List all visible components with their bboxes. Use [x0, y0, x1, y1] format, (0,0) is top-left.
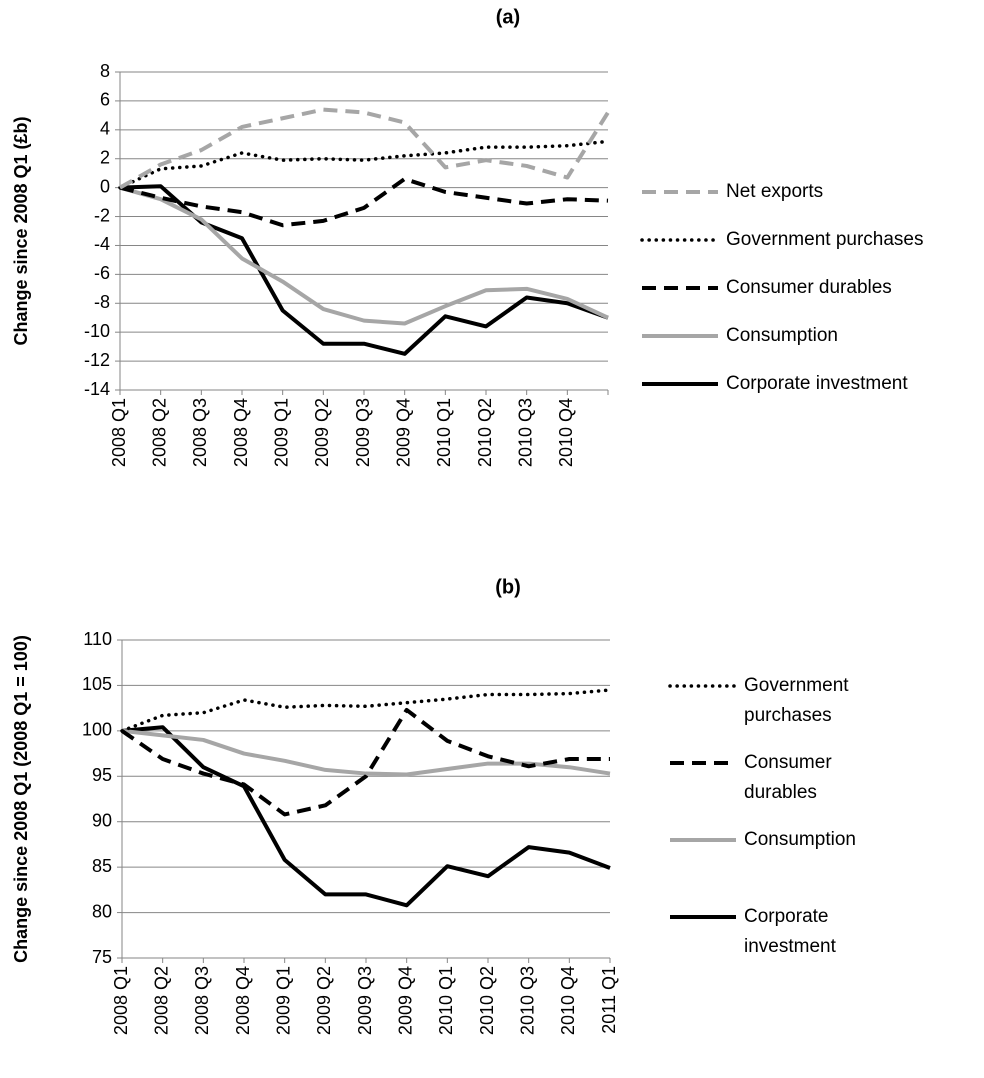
y-tick-label: 100 [82, 720, 112, 740]
x-tick-label: 2010 Q2 [475, 398, 495, 467]
y-tick-label: 75 [92, 947, 112, 967]
y-tick-label: 85 [92, 856, 112, 876]
legend-label: Consumption [744, 829, 856, 850]
series-line [119, 185, 609, 326]
y-tick-label: -8 [94, 292, 110, 312]
series-line [119, 107, 610, 190]
series-line [120, 707, 610, 817]
x-tick-label: 2009 Q2 [314, 966, 334, 1035]
y-tick-label: 110 [83, 629, 112, 649]
y-tick-label: -10 [84, 321, 110, 341]
series-line [119, 184, 609, 356]
legend-item: Consumption [640, 321, 980, 351]
y-tick-label: -4 [94, 234, 110, 254]
legend-label: Consumer durables [726, 277, 892, 298]
legend-label: Consumption [726, 325, 838, 346]
y-tick-label: -12 [84, 350, 110, 370]
y-tick-label: 95 [92, 765, 112, 785]
x-tick-label: 2010 Q2 [477, 966, 497, 1035]
legend-swatch [642, 334, 718, 338]
legend-swatch [642, 382, 718, 386]
legend-label: Government purchases [726, 229, 924, 250]
series-line [120, 688, 612, 733]
x-tick-label: 2010 Q1 [436, 966, 456, 1035]
x-tick-label: 2009 Q1 [273, 966, 293, 1035]
y-tick-label: 2 [100, 147, 110, 167]
legend-item: Government purchases [668, 671, 888, 731]
x-tick-label: 2010 Q3 [517, 966, 537, 1035]
y-tick-label: 8 [100, 61, 110, 81]
legend-swatch [640, 238, 720, 242]
legend-label: Corporate investment [744, 906, 836, 957]
y-axis-title: Change since 2008 Q1 (£b) [11, 116, 31, 345]
x-tick-label: 2009 Q1 [271, 398, 291, 467]
panel: (b) Change since 2008 Q1 (2008 Q1 = 100) 7… [11, 576, 619, 1035]
legend-item: Consumer durables [668, 748, 888, 808]
legend-swatch [668, 684, 738, 688]
series-line [121, 725, 611, 908]
legend-item: Net exports [640, 177, 980, 207]
y-tick-label: 90 [92, 810, 112, 830]
x-tick-label: 2009 Q3 [353, 398, 373, 467]
series-line [121, 728, 611, 777]
legend-swatch [642, 286, 718, 290]
y-tick-label: 105 [82, 674, 112, 694]
y-tick-label: 4 [100, 119, 110, 139]
x-tick-label: 2010 Q1 [434, 398, 454, 467]
y-tick-label: -2 [94, 205, 110, 225]
x-tick-label: 2009 Q2 [312, 398, 332, 467]
x-tick-label: 2011 Q1 [599, 966, 619, 1034]
y-tick-label: -6 [94, 263, 110, 283]
legend-item: Government purchases [640, 225, 980, 255]
y-axis-title: Change since 2008 Q1 (2008 Q1 = 100) [11, 635, 31, 963]
chart-title: (a) [496, 6, 520, 28]
chart-title: (b) [495, 576, 521, 598]
x-tick-label: 2009 Q4 [395, 966, 415, 1035]
legend-swatch [670, 761, 736, 765]
x-tick-label: 2008 Q2 [149, 398, 169, 467]
legend-item: Corporate investment [640, 369, 980, 399]
x-tick-label: 2010 Q4 [556, 398, 576, 467]
x-tick-label: 2008 Q3 [192, 966, 212, 1035]
x-tick-label: 2008 Q3 [190, 398, 210, 467]
legend-label: Corporate investment [726, 373, 908, 394]
legend-item: Corporate investment [668, 902, 888, 962]
legend-label: Consumer durables [744, 752, 832, 803]
y-tick-label: -14 [84, 379, 110, 399]
legend-swatch [670, 915, 736, 919]
legend-item: Consumption [668, 825, 888, 855]
x-tick-label: 2008 Q4 [231, 398, 251, 467]
series-line [118, 139, 610, 190]
x-tick-label: 2009 Q3 [355, 966, 375, 1035]
x-tick-label: 2010 Q4 [558, 966, 578, 1035]
legend-swatch [642, 190, 718, 194]
y-tick-label: 0 [100, 176, 110, 196]
x-tick-label: 2010 Q3 [515, 398, 535, 467]
y-tick-label: 6 [100, 90, 110, 110]
x-tick-label: 2008 Q2 [151, 966, 171, 1035]
series-line [119, 176, 609, 228]
legend-swatch [670, 838, 736, 842]
x-tick-label: 2008 Q1 [111, 966, 131, 1035]
x-tick-label: 2008 Q4 [233, 966, 253, 1035]
legend-label: Net exports [726, 181, 824, 202]
y-tick-label: 80 [92, 901, 112, 921]
panel: (a) Change since 2008 Q1 (£b) -14 -12 -10 -8 -… [11, 6, 610, 467]
legend-label: Government purchases [744, 675, 849, 726]
x-tick-label: 2008 Q1 [109, 398, 129, 467]
x-tick-label: 2009 Q4 [393, 398, 413, 467]
legend-item: Consumer durables [640, 273, 980, 303]
